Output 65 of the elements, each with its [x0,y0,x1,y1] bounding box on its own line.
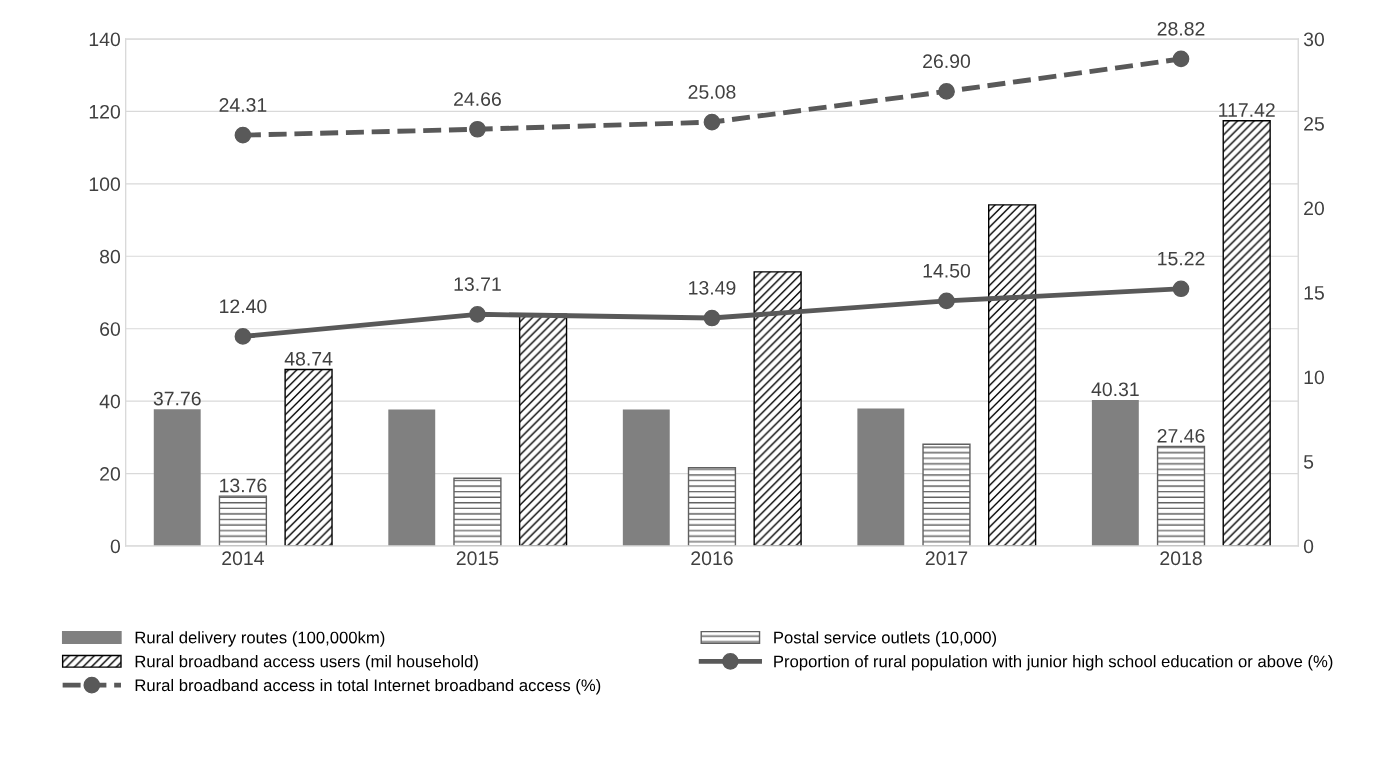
bar [622,409,670,546]
data-label: 48.74 [284,351,333,366]
y-tick-label: 80 [100,249,121,264]
bar [1156,445,1206,546]
legend-label: Proportion of rural population with junior high school education or above (%) [774,655,1333,671]
y-tick-label: 0 [110,539,121,554]
data-label: 25.08 [688,85,736,99]
point [469,120,486,138]
point [703,113,721,131]
data-label: 26.90 [923,54,971,69]
legend-label: Rural broadband access users (mil household) [135,655,478,671]
bar [218,495,268,546]
point [234,328,252,345]
legend-label: Rural delivery routes (100,000km) [135,631,385,647]
bar [153,409,201,546]
x-tick-label: 2014 [222,551,264,566]
x-tick-label: 2017 [925,551,968,566]
point [234,126,252,144]
data-label: 117.42 [1219,103,1275,117]
data-label: 15.22 [1158,251,1205,266]
data-label: 13.49 [689,280,736,295]
data-label: 28.82 [1157,21,1205,36]
data-label: 24.31 [219,98,267,112]
data-label: 13.71 [454,277,501,292]
bar [857,408,905,546]
bar [284,368,333,546]
y-tick-label: 140 [89,32,121,47]
y-tick-label: 120 [89,104,121,119]
data-label: 40.31 [1091,382,1139,397]
y2-tick-label: 10 [1304,370,1325,385]
bar [1222,120,1271,546]
x-tick-label: 2015 [456,551,499,566]
bar [988,204,1037,546]
bar [922,443,971,546]
y2-tick-label: 5 [1303,455,1314,469]
data-label: 12.40 [220,299,267,314]
bar [1091,400,1139,546]
y-tick-label: 40 [99,394,121,409]
y2-tick-label: 30 [1303,32,1325,47]
data-label: 14.50 [923,263,971,278]
y-tick-label: 20 [100,467,121,481]
y-tick-label: 60 [100,322,121,336]
data-label: 37.76 [153,391,201,406]
data-label: 24.66 [454,92,501,106]
y2-tick-label: 25 [1304,116,1324,131]
y2-tick-label: 0 [1303,539,1314,554]
bar [388,409,436,546]
y-tick-label: 100 [89,177,121,192]
point [1172,280,1190,298]
data-label: 27.46 [1157,428,1205,443]
legend-label: Rural broadband access in total Internet broadband access (%) [135,678,601,695]
y2-tick-label: 20 [1304,201,1325,216]
bar [753,271,802,546]
bar [687,467,737,546]
data-label: 13.76 [220,478,267,493]
x-tick-label: 2018 [1160,551,1202,566]
x-tick-label: 2016 [691,551,733,566]
bar [453,477,502,546]
point [703,309,721,327]
point [938,83,955,100]
point [1172,50,1190,68]
legend-label: Postal service outlets (10,000) [774,631,997,647]
point [469,305,486,323]
point [938,292,955,310]
y2-tick-label: 15 [1304,286,1324,300]
